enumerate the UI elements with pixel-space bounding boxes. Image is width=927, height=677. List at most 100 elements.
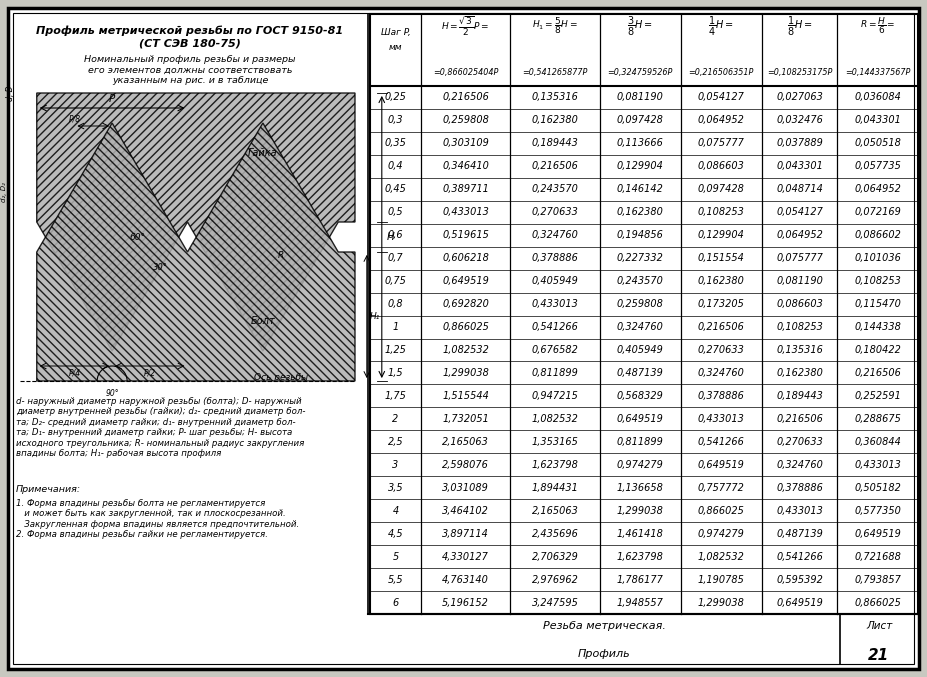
Text: =0,144337567P: =0,144337567P	[845, 68, 910, 77]
Text: 3,031089: 3,031089	[442, 483, 489, 493]
Text: 1,948557: 1,948557	[616, 598, 664, 607]
Text: 0,162380: 0,162380	[616, 207, 664, 217]
Text: 0,7: 0,7	[387, 253, 403, 263]
Text: 0,6: 0,6	[387, 230, 403, 240]
Text: 0,097428: 0,097428	[616, 116, 664, 125]
Text: $H_1= \dfrac{5}{8}H =$: $H_1= \dfrac{5}{8}H =$	[532, 16, 578, 37]
Text: 0,288675: 0,288675	[855, 414, 901, 424]
Text: 0,048714: 0,048714	[776, 184, 823, 194]
Text: 0,360844: 0,360844	[855, 437, 901, 447]
Text: 2,598076: 2,598076	[442, 460, 489, 470]
Text: 4,5: 4,5	[387, 529, 403, 539]
Text: 6: 6	[392, 598, 399, 607]
Polygon shape	[37, 93, 355, 351]
Text: 1,082532: 1,082532	[442, 345, 489, 355]
Text: 0,075777: 0,075777	[776, 253, 823, 263]
Text: 0,050518: 0,050518	[855, 138, 901, 148]
Text: 0,433013: 0,433013	[442, 207, 489, 217]
Text: 0,974279: 0,974279	[616, 460, 664, 470]
Text: 0,721688: 0,721688	[855, 552, 901, 562]
Text: P/4: P/4	[69, 369, 81, 378]
Text: 0,086602: 0,086602	[855, 230, 901, 240]
Text: =0,108253175P: =0,108253175P	[767, 68, 832, 77]
Text: 0,064952: 0,064952	[698, 116, 744, 125]
Text: 0,519615: 0,519615	[442, 230, 489, 240]
Text: =0,324759526P: =0,324759526P	[607, 68, 673, 77]
Text: 0,108253: 0,108253	[855, 276, 901, 286]
Text: 4,763140: 4,763140	[442, 575, 489, 584]
Text: 0,162380: 0,162380	[531, 116, 578, 125]
Text: 0,541266: 0,541266	[776, 552, 823, 562]
Text: 0,097428: 0,097428	[698, 184, 744, 194]
Text: 5,196152: 5,196152	[442, 598, 489, 607]
Text: 0,027063: 0,027063	[776, 93, 823, 102]
Text: 0,194856: 0,194856	[616, 230, 664, 240]
Text: Лист: Лист	[866, 621, 892, 631]
Text: 0,676582: 0,676582	[531, 345, 578, 355]
Text: 0,793857: 0,793857	[855, 575, 901, 584]
Text: 0,75: 0,75	[385, 276, 406, 286]
Text: 0,173205: 0,173205	[698, 299, 744, 309]
Text: 0,086603: 0,086603	[776, 299, 823, 309]
Text: 0,866025: 0,866025	[698, 506, 744, 516]
Text: 0,757772: 0,757772	[698, 483, 744, 493]
Text: 0,577350: 0,577350	[855, 506, 901, 516]
Text: 0,487139: 0,487139	[776, 529, 823, 539]
Text: 0,037889: 0,037889	[776, 138, 823, 148]
Text: 0,487139: 0,487139	[616, 368, 664, 378]
Text: 0,378886: 0,378886	[776, 483, 823, 493]
Text: 0,101036: 0,101036	[855, 253, 901, 263]
Text: P/2: P/2	[144, 369, 156, 378]
Text: 0,35: 0,35	[385, 138, 406, 148]
Text: 0,324760: 0,324760	[698, 368, 744, 378]
Text: 0,3: 0,3	[387, 116, 403, 125]
Text: d₂, D₂: d₂, D₂	[1, 182, 7, 202]
Text: 1,190785: 1,190785	[698, 575, 744, 584]
Text: 0,405949: 0,405949	[616, 345, 664, 355]
Text: 0,541266: 0,541266	[698, 437, 744, 447]
Text: d- наружный диаметр наружной резьбы (болта); D- наружный
диаметр внутренней резь: d- наружный диаметр наружной резьбы (бол…	[16, 397, 306, 458]
Text: 0,866025: 0,866025	[855, 598, 901, 607]
Text: 0,606218: 0,606218	[442, 253, 489, 263]
Text: 0,216506: 0,216506	[698, 322, 744, 332]
Text: 0,270633: 0,270633	[531, 207, 578, 217]
Text: 0,216506: 0,216506	[776, 414, 823, 424]
Text: 2,706329: 2,706329	[531, 552, 578, 562]
Text: 0,057735: 0,057735	[855, 161, 901, 171]
Text: $\dfrac{1}{4}H =$: $\dfrac{1}{4}H =$	[708, 14, 734, 37]
Text: 0,189443: 0,189443	[776, 391, 823, 401]
Text: 1,75: 1,75	[385, 391, 406, 401]
Text: 0,346410: 0,346410	[442, 161, 489, 171]
Text: 0,151554: 0,151554	[698, 253, 744, 263]
Text: 0,433013: 0,433013	[776, 506, 823, 516]
Text: 0,692820: 0,692820	[442, 299, 489, 309]
Text: 3,247595: 3,247595	[531, 598, 578, 607]
Text: Шаг P,: Шаг P,	[381, 28, 411, 37]
Text: 0,270633: 0,270633	[698, 345, 744, 355]
Text: 0,866025: 0,866025	[442, 322, 489, 332]
Text: 0,433013: 0,433013	[698, 414, 744, 424]
Text: 0,405949: 0,405949	[531, 276, 578, 286]
Text: 0,4: 0,4	[387, 161, 403, 171]
Text: 0,243570: 0,243570	[531, 184, 578, 194]
Text: 90°: 90°	[106, 389, 119, 398]
Text: 2,435696: 2,435696	[531, 529, 578, 539]
Text: 0,129904: 0,129904	[698, 230, 744, 240]
Text: 1,894431: 1,894431	[531, 483, 578, 493]
Text: 2,165063: 2,165063	[531, 506, 578, 516]
Text: 0,433013: 0,433013	[531, 299, 578, 309]
Text: $R= \dfrac{H}{6} =$: $R= \dfrac{H}{6} =$	[860, 16, 895, 37]
Text: 0,189443: 0,189443	[531, 138, 578, 148]
Text: Болт: Болт	[250, 316, 275, 326]
Text: 0,259808: 0,259808	[442, 116, 489, 125]
Text: 60°: 60°	[129, 232, 146, 242]
Text: $\dfrac{1}{8}H =$: $\dfrac{1}{8}H =$	[787, 14, 813, 37]
Text: H₁: H₁	[370, 312, 380, 321]
Polygon shape	[37, 123, 355, 381]
Text: 0,243570: 0,243570	[616, 276, 664, 286]
Text: 0,252591: 0,252591	[855, 391, 901, 401]
Text: 0,227332: 0,227332	[616, 253, 664, 263]
Text: 1,623798: 1,623798	[531, 460, 578, 470]
Text: 3: 3	[392, 460, 399, 470]
Bar	[370, 14, 918, 614]
